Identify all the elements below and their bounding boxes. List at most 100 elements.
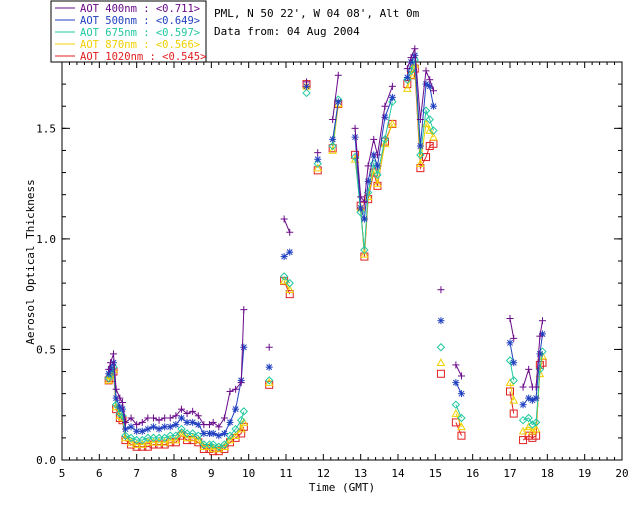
data-point — [425, 115, 434, 124]
data-point — [509, 395, 519, 404]
data-point — [160, 433, 169, 443]
y-tick-label: 1.0 — [36, 233, 56, 246]
data-point — [407, 54, 415, 62]
data-point — [364, 177, 372, 185]
y-axis-label: Aerosol Optical Thickness — [24, 179, 37, 345]
series-layer — [104, 45, 547, 456]
data-point — [528, 426, 537, 435]
series — [105, 45, 546, 431]
data-point — [436, 343, 446, 352]
data-point — [188, 429, 197, 438]
data-point — [429, 132, 438, 141]
x-tick-label: 20 — [615, 467, 628, 480]
data-point — [429, 126, 438, 135]
data-point — [118, 399, 126, 407]
data-point — [220, 440, 229, 449]
x-tick-label: 15 — [429, 467, 442, 480]
data-point — [536, 350, 544, 358]
data-point — [373, 179, 382, 187]
data-point — [215, 423, 223, 431]
data-point — [416, 159, 425, 168]
data-point — [452, 379, 460, 387]
data-point — [351, 133, 359, 141]
data-point — [403, 65, 411, 73]
data-point — [411, 45, 419, 53]
data-point — [356, 208, 365, 217]
data-point — [137, 439, 147, 448]
data-point — [416, 150, 425, 160]
data-point — [452, 361, 460, 369]
data-point — [280, 215, 288, 223]
data-point — [133, 421, 141, 429]
data-point — [166, 431, 175, 440]
data-point — [373, 151, 381, 159]
data-point — [194, 412, 202, 420]
series-line — [455, 382, 462, 394]
data-point — [199, 440, 209, 449]
data-point — [506, 314, 514, 322]
data-point — [538, 317, 546, 325]
y-tick-label: 0.0 — [36, 454, 56, 467]
data-point — [132, 435, 141, 445]
data-point — [220, 414, 228, 422]
data-point — [518, 426, 528, 435]
data-point — [209, 418, 217, 426]
data-point — [105, 365, 113, 373]
data-point — [519, 401, 527, 409]
data-point — [532, 383, 540, 391]
series-line — [509, 318, 515, 339]
x-tick-label: 12 — [317, 467, 330, 480]
data-point — [121, 431, 130, 440]
series-line — [455, 364, 462, 377]
data-point — [188, 433, 198, 442]
data-point — [519, 383, 527, 391]
data-point — [239, 417, 249, 426]
data-point — [205, 440, 214, 449]
data-point — [360, 215, 368, 223]
data-point — [402, 84, 412, 92]
data-point — [112, 385, 120, 393]
series-line — [332, 101, 339, 140]
data-point — [126, 433, 136, 443]
data-point — [149, 414, 157, 422]
data-point — [200, 429, 208, 437]
data-point — [160, 437, 170, 446]
data-point — [239, 407, 249, 416]
data-point — [126, 437, 136, 446]
data-point — [116, 394, 124, 402]
data-point — [149, 423, 157, 431]
data-point — [189, 418, 197, 426]
series-line — [283, 218, 291, 233]
data-point — [313, 159, 322, 168]
data-point — [240, 306, 248, 314]
data-point — [329, 115, 337, 123]
data-point — [436, 369, 445, 378]
data-point — [205, 421, 213, 429]
data-point — [165, 435, 175, 444]
series-line — [354, 86, 393, 203]
series-line — [509, 342, 515, 363]
legend-entry: AOT 1020nm : <0.545> — [80, 51, 206, 63]
data-point — [380, 139, 390, 148]
data-point — [155, 416, 163, 424]
data-point — [360, 245, 369, 255]
data-point — [538, 351, 547, 360]
data-point — [112, 394, 120, 402]
series-line — [283, 276, 291, 284]
data-point — [416, 164, 425, 173]
data-point — [328, 145, 338, 154]
data-point — [303, 78, 311, 86]
data-point — [510, 359, 518, 367]
data-point — [143, 433, 153, 443]
data-point — [329, 135, 337, 143]
data-date: Data from: 04 Aug 2004 — [214, 25, 360, 38]
x-tick-label: 14 — [391, 467, 405, 480]
data-point — [334, 98, 342, 106]
x-tick-label: 19 — [578, 467, 591, 480]
data-point — [127, 423, 135, 431]
series-line — [332, 75, 339, 120]
x-tick-label: 17 — [503, 467, 516, 480]
data-point — [118, 405, 126, 413]
data-point — [388, 82, 396, 90]
data-point — [214, 442, 224, 451]
